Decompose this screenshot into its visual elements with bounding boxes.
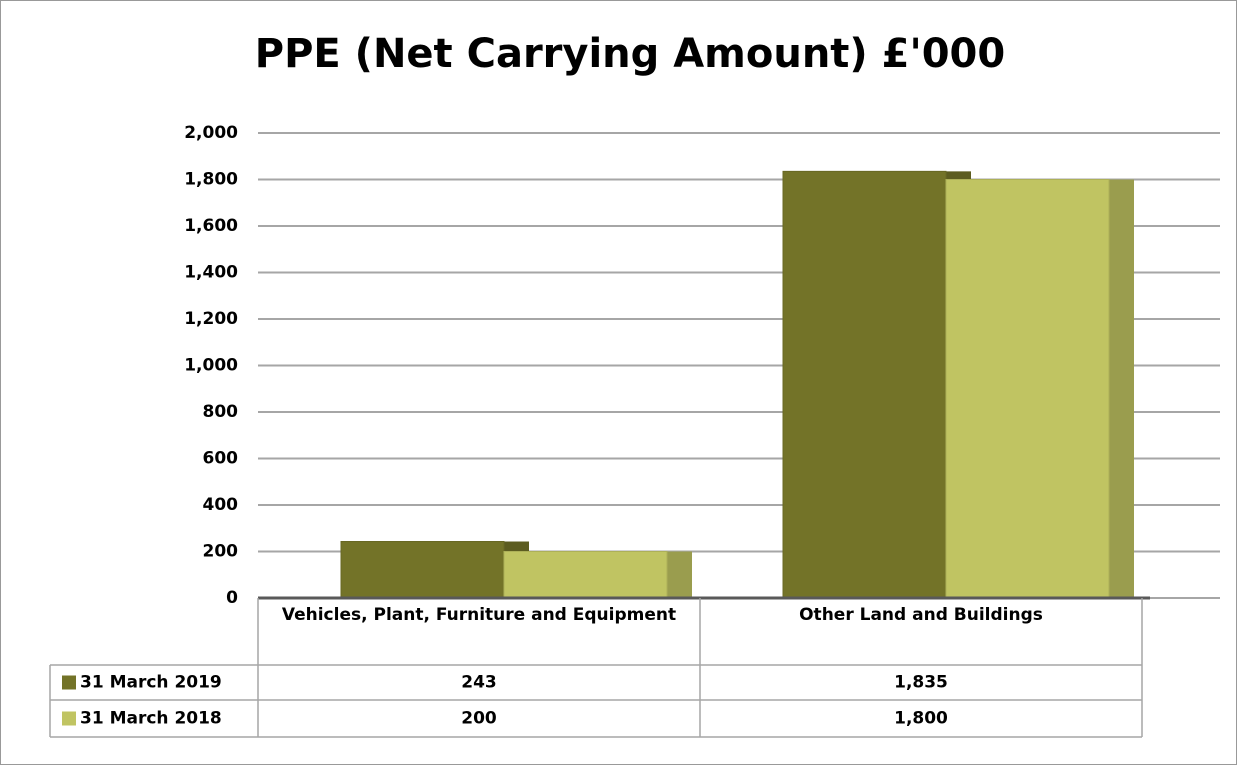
legend-swatch <box>62 675 76 690</box>
value-label: 1,835 <box>894 673 948 693</box>
legend-label: 31 March 2019 <box>80 673 222 693</box>
y-tick-label: 2,000 <box>184 123 238 143</box>
y-tick-label: 1,000 <box>184 356 238 376</box>
y-tick-label: 0 <box>226 588 238 608</box>
x-tick-label: Vehicles, Plant, Furniture and Equipment <box>281 605 677 625</box>
value-label: 1,800 <box>894 709 948 729</box>
y-tick-label: 1,600 <box>184 216 238 236</box>
y-tick-label: 1,400 <box>184 263 238 283</box>
y-tick-label: 400 <box>203 495 239 515</box>
bar <box>503 551 668 599</box>
value-label: 200 <box>461 709 497 729</box>
category-label-box: Vehicles, Plant, Furniture and Equipment <box>281 605 677 625</box>
bar-side <box>1109 179 1134 598</box>
bar-side <box>667 551 692 598</box>
bar <box>340 541 505 599</box>
y-tick-label: 200 <box>203 542 239 562</box>
legend-swatch <box>62 711 76 726</box>
value-label: 243 <box>461 673 497 693</box>
legend-label: 31 March 2018 <box>80 709 222 729</box>
chart-title: PPE (Net Carrying Amount) £'000 <box>255 31 1005 77</box>
y-tick-label: 800 <box>203 402 239 422</box>
y-tick-label: 1,200 <box>184 309 238 329</box>
y-tick-label: 600 <box>203 449 239 469</box>
bar <box>782 170 947 599</box>
category-label-box: Other Land and Buildings <box>799 605 1043 625</box>
y-tick-label: 1,800 <box>184 170 238 190</box>
x-tick-label: Other Land and Buildings <box>799 605 1043 625</box>
bar <box>945 179 1110 599</box>
